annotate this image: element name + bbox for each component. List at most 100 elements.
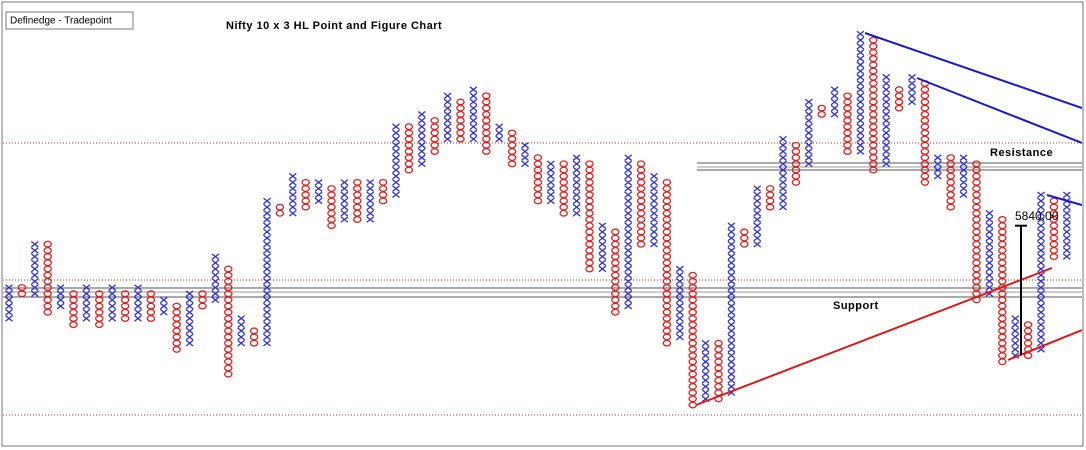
box-x (417, 117, 426, 124)
x-column (108, 284, 117, 322)
box-x (237, 321, 246, 328)
box-x (856, 148, 865, 155)
box-x (288, 203, 297, 211)
box-x (572, 154, 581, 161)
box-x (779, 203, 787, 211)
box-x (1062, 191, 1071, 199)
box-x (1037, 278, 1045, 285)
box-x (263, 278, 271, 285)
box-x (624, 284, 633, 291)
box-x (856, 98, 865, 106)
box-o (327, 222, 336, 230)
box-o (249, 339, 259, 347)
box-x (753, 216, 762, 223)
x-column (727, 222, 736, 397)
box-x (753, 197, 762, 205)
box-x (779, 141, 787, 149)
box-x (882, 154, 891, 161)
x-column (650, 172, 658, 248)
box-x (624, 160, 633, 168)
box-x (417, 129, 426, 137)
box-x (417, 135, 426, 143)
box-x (727, 296, 736, 304)
box-x (392, 135, 400, 143)
box-x (856, 92, 865, 100)
box-x (237, 315, 246, 322)
box-x (675, 321, 684, 328)
box-x (598, 228, 607, 236)
box-x (495, 123, 504, 131)
box-x (469, 104, 478, 112)
box-x (30, 259, 39, 267)
box-x (159, 302, 168, 310)
box-x (30, 290, 39, 298)
box-x (985, 228, 994, 236)
box-x (598, 253, 607, 260)
box-x (366, 185, 375, 192)
box-x (134, 290, 142, 298)
box-x (675, 296, 684, 304)
box-o (378, 197, 388, 205)
box-x (650, 240, 658, 248)
box-x (727, 308, 736, 316)
box-x (134, 284, 142, 291)
x-column (908, 73, 916, 106)
box-x (675, 278, 684, 285)
box-x (134, 308, 142, 316)
box-x (134, 302, 142, 310)
o-column (998, 216, 1007, 366)
box-x (1037, 284, 1045, 291)
o-column (249, 327, 259, 347)
box-x (263, 284, 271, 291)
box-x (340, 203, 349, 211)
box-x (701, 389, 710, 397)
box-x (856, 67, 865, 75)
box-o (482, 148, 491, 155)
box-x (1037, 240, 1045, 248)
box-x (727, 315, 736, 322)
box-x (908, 86, 916, 93)
box-x (1011, 321, 1020, 328)
x-column (469, 86, 478, 143)
box-x (882, 117, 891, 124)
o-column (817, 104, 826, 118)
box-x (675, 284, 684, 291)
box-x (443, 111, 452, 118)
box-x (933, 172, 942, 180)
box-x (211, 284, 220, 291)
box-x (624, 228, 633, 236)
o-column (69, 290, 78, 329)
box-x (108, 308, 117, 316)
box-x (469, 117, 478, 124)
o-column (740, 228, 749, 248)
x-column (5, 284, 13, 322)
box-x (392, 191, 400, 199)
box-x (263, 247, 271, 254)
box-o (301, 203, 310, 211)
x-column (366, 179, 375, 223)
box-x (469, 86, 478, 93)
box-x (830, 111, 839, 118)
box-x (908, 92, 916, 100)
box-x (1062, 253, 1071, 260)
box-x (392, 179, 400, 186)
box-x (56, 302, 65, 310)
box-x (263, 197, 271, 205)
box-x (727, 265, 736, 273)
x-column (288, 172, 297, 217)
box-x (624, 290, 633, 298)
box-x (392, 185, 400, 192)
box-o (817, 110, 826, 118)
box-x (856, 86, 865, 93)
box-x (598, 259, 607, 267)
box-x (366, 210, 375, 217)
box-x (959, 172, 968, 180)
x-column (185, 290, 194, 347)
box-x (185, 333, 194, 341)
box-x (985, 247, 994, 254)
box-o (611, 308, 620, 316)
box-x (288, 185, 297, 192)
box-x (263, 327, 271, 335)
box-x (753, 191, 762, 199)
box-x (985, 222, 994, 229)
